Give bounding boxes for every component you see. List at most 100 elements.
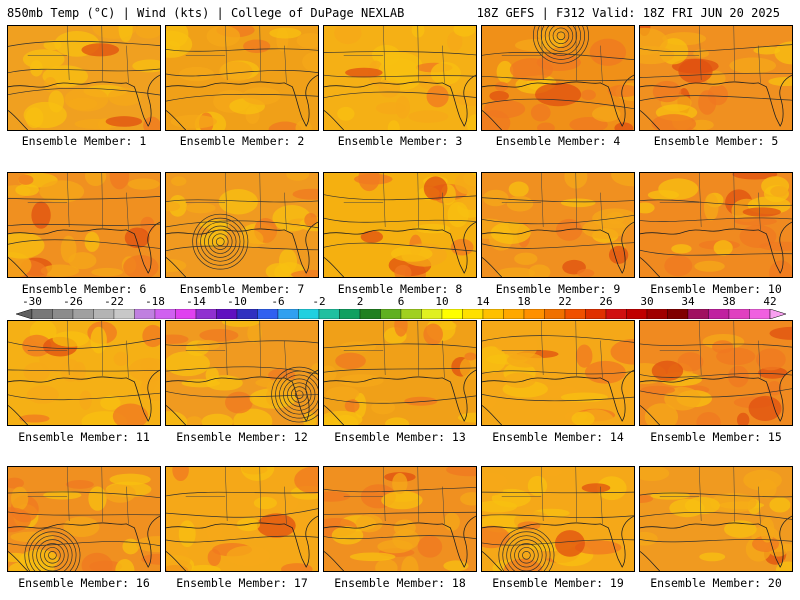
colorbar-segment: [585, 309, 607, 319]
map-panel: [639, 466, 793, 572]
colorbar-segment: [605, 309, 627, 319]
colorbar-tick-label: 26: [599, 295, 613, 308]
colorbar-segment: [728, 309, 750, 319]
temperature-map: [482, 173, 634, 277]
temperature-map: [324, 321, 476, 425]
map-panel: [165, 466, 319, 572]
colorbar-segment: [339, 309, 361, 319]
colorbar-segment: [482, 309, 504, 319]
map-panel: [323, 466, 477, 572]
colorbar-segment: [236, 309, 258, 319]
colorbar-svg: [16, 309, 786, 319]
colorbar-segment: [667, 309, 689, 319]
colorbar-tick-label: 22: [558, 295, 572, 308]
colorbar-segment: [400, 309, 422, 319]
ensemble-member-label: Ensemble Member: 14: [492, 430, 624, 444]
colorbar-tick-label: 2: [356, 295, 364, 308]
temperature-map: [8, 467, 160, 571]
colorbar-segment: [257, 309, 279, 319]
left-title: 850mb Temp (°C) | Wind (kts) | College o…: [7, 6, 405, 20]
map-panel: [7, 320, 161, 426]
colorbar-tick-label: 34: [681, 295, 695, 308]
colorbar-segment: [749, 309, 771, 319]
colorbar-tick-label: 30: [640, 295, 654, 308]
map-panel: [7, 172, 161, 278]
ensemble-member-label: Ensemble Member: 15: [650, 430, 782, 444]
colorbar-segment: [687, 309, 709, 319]
map-panel: [165, 320, 319, 426]
colorbar-tick-label: -2: [312, 295, 326, 308]
colorbar-segment: [421, 309, 443, 319]
map-panel: [639, 172, 793, 278]
colorbar-tick-label: 18: [517, 295, 531, 308]
colorbar-tick-label: -6: [271, 295, 285, 308]
colorbar-segment: [359, 309, 381, 319]
map-panel: [481, 320, 635, 426]
ensemble-member-label: Ensemble Member: 17: [176, 576, 308, 590]
temperature-map: [324, 467, 476, 571]
map-panel: [7, 466, 161, 572]
temperature-map: [482, 321, 634, 425]
colorbar-tick-label: -18: [145, 295, 165, 308]
temperature-map: [482, 26, 634, 130]
temperature-map: [640, 467, 792, 571]
ensemble-member-label: Ensemble Member: 13: [334, 430, 466, 444]
map-panel: [481, 466, 635, 572]
ensemble-member-label: Ensemble Member: 10: [650, 282, 782, 296]
ensemble-member-label: Ensemble Member: 1: [21, 134, 147, 148]
colorbar: [16, 309, 786, 319]
colorbar-tick-label: -14: [186, 295, 206, 308]
colorbar-segment: [93, 309, 115, 319]
map-panel: [639, 320, 793, 426]
colorbar-tick-label: 14: [476, 295, 490, 308]
temperature-map: [640, 321, 792, 425]
map-panel: [165, 25, 319, 131]
map-panel: [165, 172, 319, 278]
ensemble-member-label: Ensemble Member: 9: [495, 282, 621, 296]
colorbar-segment: [134, 309, 156, 319]
ensemble-member-label: Ensemble Member: 18: [334, 576, 466, 590]
colorbar-segment: [646, 309, 668, 319]
ensemble-member-label: Ensemble Member: 8: [337, 282, 463, 296]
ensemble-member-label: Ensemble Member: 2: [179, 134, 305, 148]
ensemble-member-label: Ensemble Member: 3: [337, 134, 463, 148]
colorbar-tick-label: 38: [722, 295, 736, 308]
temperature-map: [8, 173, 160, 277]
map-panel: [481, 25, 635, 131]
colorbar-right-arrow: [769, 309, 786, 319]
colorbar-segment: [503, 309, 525, 319]
ensemble-member-label: Ensemble Member: 5: [653, 134, 779, 148]
colorbar-segment: [318, 309, 340, 319]
temperature-map: [324, 26, 476, 130]
colorbar-tick-label: -26: [63, 295, 83, 308]
colorbar-tick-label: -22: [104, 295, 124, 308]
colorbar-tick-label: 42: [763, 295, 777, 308]
colorbar-segment: [441, 309, 463, 319]
colorbar-segment: [216, 309, 238, 319]
temperature-map: [166, 173, 318, 277]
ensemble-member-label: Ensemble Member: 6: [21, 282, 147, 296]
ensemble-member-label: Ensemble Member: 7: [179, 282, 305, 296]
colorbar-segment: [523, 309, 545, 319]
temperature-map: [640, 26, 792, 130]
right-title: 18Z GEFS | F312 Valid: 18Z FRI JUN 20 20…: [476, 6, 780, 20]
colorbar-segment: [154, 309, 176, 319]
colorbar-tick-label: -10: [227, 295, 247, 308]
colorbar-segment: [708, 309, 730, 319]
colorbar-left-arrow: [16, 309, 33, 319]
temperature-map: [166, 321, 318, 425]
temperature-map: [640, 173, 792, 277]
ensemble-member-label: Ensemble Member: 11: [18, 430, 150, 444]
colorbar-segment: [380, 309, 402, 319]
map-panel: [323, 25, 477, 131]
colorbar-segment: [277, 309, 299, 319]
colorbar-segment: [195, 309, 217, 319]
colorbar-tick-label: 6: [397, 295, 405, 308]
ensemble-member-label: Ensemble Member: 16: [18, 576, 150, 590]
colorbar-segment: [544, 309, 566, 319]
colorbar-segment: [31, 309, 53, 319]
map-panel: [639, 25, 793, 131]
colorbar-segment: [564, 309, 586, 319]
colorbar-segment: [298, 309, 320, 319]
colorbar-segment: [626, 309, 648, 319]
